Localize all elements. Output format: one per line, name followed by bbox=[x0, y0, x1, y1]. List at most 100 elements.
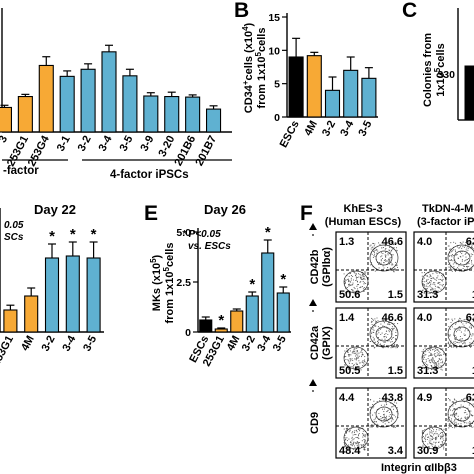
bar-E-3-2 bbox=[245, 295, 259, 333]
panel-title-E: Day 26 bbox=[204, 202, 246, 217]
flow-plot-frame bbox=[413, 231, 474, 303]
quadrant-value-bl: 31.3 bbox=[417, 365, 438, 377]
quadrant-value-br: 3.4 bbox=[388, 445, 404, 457]
bar-A-3-20 bbox=[164, 95, 180, 133]
flow-plot-3-1: 4.4 43.8 48.4 3.4 bbox=[335, 387, 407, 459]
svg-text:MKs (x105): MKs (x105) bbox=[149, 254, 163, 311]
bar-D-3-5 bbox=[86, 257, 101, 333]
significance-star: * bbox=[91, 226, 97, 243]
x-tick-label: 3-4 bbox=[255, 333, 273, 353]
flow-col2-subtitle: (3-factor iPS bbox=[417, 216, 474, 228]
flow-col1-subtitle: (Human ESCs) bbox=[325, 216, 402, 228]
y-tick-label: 5.0 bbox=[176, 227, 191, 239]
quadrant-value-tr: 63. bbox=[466, 236, 474, 248]
bar-A-3-1 bbox=[59, 75, 75, 133]
x-tick-label: 3-2 bbox=[40, 334, 58, 354]
x-tick-label: 4M bbox=[19, 334, 37, 353]
x-tick-label: 3-1 bbox=[55, 134, 73, 154]
x-tick-label: 3 bbox=[0, 134, 10, 145]
significance-star: * bbox=[70, 226, 76, 243]
quadrant-value-br: 1. bbox=[472, 365, 474, 377]
quadrant-value-tr: 43.8 bbox=[382, 392, 403, 404]
bar-D-3-4 bbox=[65, 255, 80, 333]
quadrant-value-tl: 1.4 bbox=[339, 312, 355, 324]
bar-A-3-2 bbox=[80, 68, 96, 133]
y-tick-label: 5 bbox=[274, 79, 280, 91]
x-tick-label: 3-4 bbox=[60, 333, 78, 353]
y-axis-label-C: Colonies from 1x105cells bbox=[422, 33, 447, 107]
x-tick-label: 3-2 bbox=[240, 334, 258, 354]
bar-D-253G1 bbox=[3, 309, 18, 333]
bar-B-3-4 bbox=[343, 69, 359, 118]
quadrant-value-tr: 46.6 bbox=[382, 236, 403, 248]
svg-text:CD42b: CD42b bbox=[309, 249, 321, 284]
flow-plot-2-2: 4.0 63. 31.3 1. bbox=[413, 307, 474, 379]
bar-D-3-2 bbox=[44, 257, 60, 333]
y-axis-label-E: MKs (x105)from 1x105cells bbox=[149, 243, 176, 324]
y-tick-label: 2.5 bbox=[176, 277, 191, 289]
flow-plot-1-2: 4.0 63. 31.3 1. bbox=[413, 231, 474, 303]
significance-star: * bbox=[249, 276, 255, 293]
bar-E-253G1 bbox=[214, 328, 228, 333]
svg-text:Colonies from: Colonies from bbox=[422, 33, 434, 107]
significance-star: * bbox=[265, 224, 271, 241]
flow-x-axis-label: Integrin αIIbβ3 bbox=[381, 462, 457, 474]
quadrant-value-bl: 31.3 bbox=[417, 289, 438, 301]
quadrant-value-br: 1. bbox=[472, 445, 474, 457]
y-tick-label: 10 bbox=[268, 45, 280, 57]
annotation-E-1: * P<0.05 bbox=[182, 229, 221, 240]
flow-col1-title: KhES-3 bbox=[343, 203, 382, 215]
significance-star: * bbox=[49, 228, 55, 245]
bar-B-4M bbox=[306, 55, 322, 118]
flow-row-label-3: CD9 bbox=[309, 412, 321, 434]
svg-text:CD34+cells (x104): CD34+cells (x104) bbox=[241, 22, 255, 113]
svg-text:CD42a: CD42a bbox=[309, 325, 321, 360]
x-tick-label: 3-5 bbox=[271, 334, 289, 354]
panel-letter-F: F bbox=[300, 202, 313, 225]
bar-C-ESCs bbox=[464, 65, 474, 121]
flow-arrow-head bbox=[309, 299, 317, 306]
bar-A-253G4 bbox=[38, 64, 54, 133]
y-tick-label: 0 bbox=[274, 112, 280, 124]
significance-star: * bbox=[280, 271, 286, 288]
bar-B-3-2 bbox=[324, 89, 341, 118]
y-tick-label: 0 bbox=[185, 327, 191, 339]
bar-A-3-5 bbox=[122, 75, 138, 133]
svg-text:from 1x105cells: from 1x105cells bbox=[162, 243, 176, 324]
annotation-E-2: vs. ESCs bbox=[188, 241, 231, 252]
y-axis-label-B: CD34+cells (x104)from 1x105cells bbox=[241, 22, 268, 113]
flow-row-label-2: CD42a (GPIX) bbox=[309, 325, 333, 360]
bar-A-3-9 bbox=[143, 95, 159, 133]
quadrant-value-br: 1.5 bbox=[388, 365, 403, 377]
flow-plot-1-1: 1.3 46.6 50.6 1.5 bbox=[335, 231, 407, 303]
quadrant-value-bl: 30.9 bbox=[417, 445, 438, 457]
flow-plot-frame bbox=[413, 387, 474, 459]
svg-text:CD9: CD9 bbox=[309, 412, 321, 434]
quadrant-value-tl: 1.3 bbox=[339, 236, 354, 248]
flow-plot-2-1: 1.4 46.6 50.5 1.5 bbox=[335, 307, 407, 379]
bar-E-3-4 bbox=[261, 252, 275, 333]
bar-B-3-5 bbox=[361, 77, 377, 118]
x-tick-label: 3-2 bbox=[320, 119, 338, 139]
y-tick-label: 330 bbox=[437, 69, 455, 81]
panel-letter-B: B bbox=[234, 0, 249, 22]
svg-text:1x105cells: 1x105cells bbox=[433, 43, 447, 96]
x-tick-label: 4M bbox=[225, 334, 243, 353]
flow-arrow-head bbox=[309, 223, 317, 230]
bar-D-4M bbox=[24, 295, 39, 333]
quadrant-value-bl: 50.6 bbox=[339, 289, 360, 301]
significance-star: * bbox=[218, 312, 224, 329]
x-tick-label: 3-2 bbox=[76, 134, 94, 154]
group-label-3factor: -factor bbox=[3, 165, 39, 177]
flow-plot-3-2: 4.9 63. 30.9 1. bbox=[413, 387, 474, 459]
x-tick-label: 253G1 bbox=[0, 334, 16, 369]
x-tick-label: 253G4 bbox=[26, 133, 53, 169]
bar-A-201B6 bbox=[185, 96, 201, 133]
bar-A-3-4 bbox=[101, 51, 117, 133]
quadrant-value-tr: 63. bbox=[466, 312, 474, 324]
quadrant-value-br: 1.5 bbox=[388, 289, 403, 301]
quadrant-value-tl: 4.0 bbox=[417, 312, 432, 324]
x-tick-label: 3-4 bbox=[338, 118, 356, 138]
x-tick-label: ESCs bbox=[278, 119, 302, 150]
quadrant-value-br: 1. bbox=[472, 289, 474, 301]
